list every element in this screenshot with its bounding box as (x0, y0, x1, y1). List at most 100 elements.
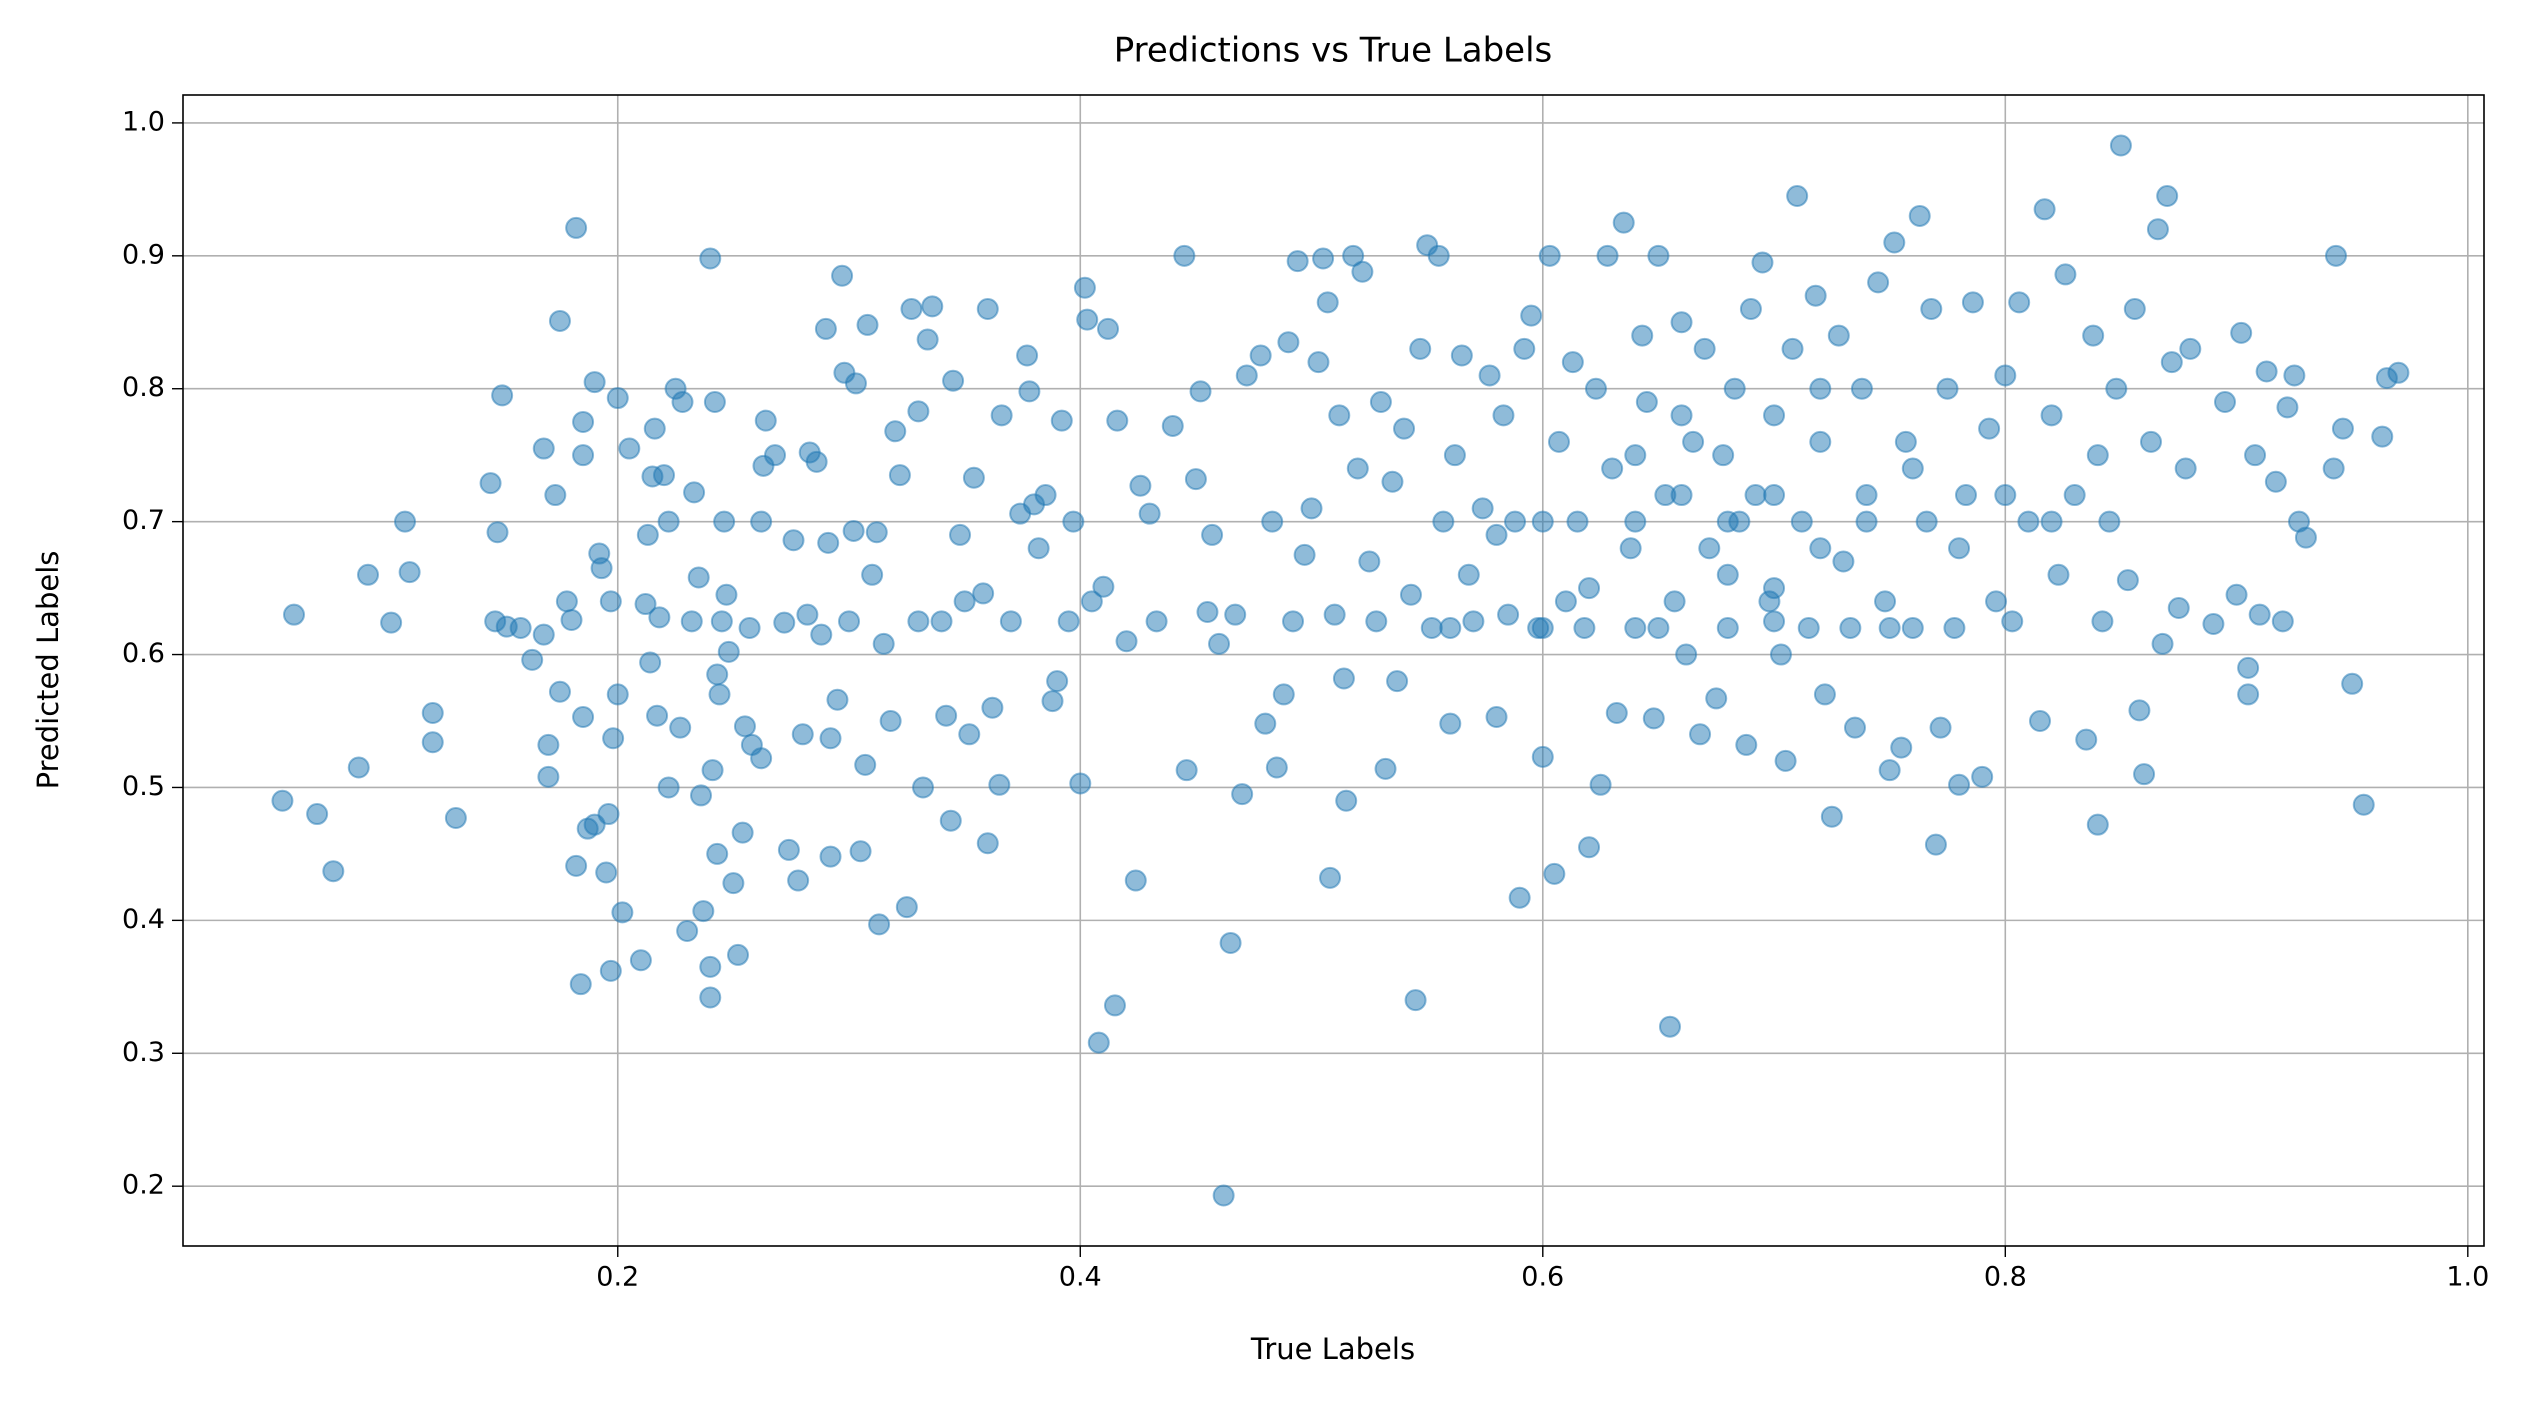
point (602, 727, 625, 750)
point (1080, 590, 1103, 613)
y-tick-label: 0.3 (122, 1037, 165, 1068)
point (1106, 409, 1129, 432)
point (1346, 457, 1369, 480)
point (703, 391, 726, 414)
point (2040, 404, 2063, 427)
point (1129, 474, 1152, 497)
point (2040, 510, 2063, 533)
point (958, 723, 981, 746)
point (2230, 321, 2253, 344)
point (1943, 616, 1966, 639)
point (1219, 931, 1242, 954)
point (738, 616, 761, 639)
point (572, 706, 595, 729)
y-tick-label: 0.8 (122, 372, 165, 403)
point (692, 900, 715, 923)
point (618, 437, 641, 460)
point (1647, 244, 1670, 267)
point (750, 747, 773, 770)
point (976, 832, 999, 855)
point (1751, 251, 1774, 274)
point (1034, 484, 1057, 507)
point (1601, 457, 1624, 480)
point (916, 328, 939, 351)
point (2139, 430, 2162, 453)
point (1485, 706, 1508, 729)
x-tick-label: 0.2 (596, 1262, 639, 1293)
point (1328, 404, 1351, 427)
point (1786, 185, 1809, 208)
point (1432, 510, 1455, 533)
point (2098, 510, 2121, 533)
point (1196, 601, 1219, 624)
point (2105, 377, 2128, 400)
point (2237, 683, 2260, 706)
point (583, 371, 606, 394)
point (988, 773, 1011, 796)
point (814, 317, 837, 340)
point (1705, 687, 1728, 710)
point (486, 521, 509, 544)
point (1790, 510, 1813, 533)
point (1319, 866, 1342, 889)
point (1769, 643, 1792, 666)
x-tick-label: 0.4 (1059, 1262, 1102, 1293)
point (1092, 575, 1115, 598)
point (1689, 723, 1712, 746)
point (2341, 672, 2364, 695)
point (421, 731, 444, 754)
point (1670, 404, 1693, 427)
point (634, 593, 657, 616)
point (1087, 1031, 1110, 1054)
y-axis-label: Predicted Labels (31, 551, 65, 790)
point (1282, 610, 1305, 633)
point (532, 623, 555, 646)
point (565, 216, 588, 239)
point (1924, 833, 1947, 856)
point (754, 409, 777, 432)
point (2237, 656, 2260, 679)
point (1809, 430, 1832, 453)
point (394, 510, 417, 533)
point (715, 583, 738, 606)
point (2202, 612, 2225, 635)
point (1547, 430, 1570, 453)
point (599, 590, 622, 613)
point (854, 753, 877, 776)
point (1478, 364, 1501, 387)
point (636, 523, 659, 546)
point (819, 845, 842, 868)
point (1508, 886, 1531, 909)
point (2033, 198, 2056, 221)
point (1978, 417, 2001, 440)
point (1878, 616, 1901, 639)
point (1513, 337, 1536, 360)
point (1293, 543, 1316, 566)
point (1018, 380, 1041, 403)
point (2225, 583, 2248, 606)
point (1739, 297, 1762, 320)
x-axis-label: True Labels (1250, 1332, 1415, 1366)
point (1427, 244, 1450, 267)
y-tick-label: 0.7 (122, 505, 165, 536)
point (676, 920, 699, 943)
point (2294, 526, 2317, 549)
point (306, 803, 329, 826)
point (976, 297, 999, 320)
point (1813, 683, 1836, 706)
point (555, 590, 578, 613)
point (572, 410, 595, 433)
point (2001, 610, 2024, 633)
chart-title: Predictions vs True Labels (1114, 31, 1553, 71)
point (706, 663, 729, 686)
point (2047, 563, 2070, 586)
point (699, 247, 722, 270)
point (713, 510, 736, 533)
point (2264, 470, 2287, 493)
point (611, 901, 634, 924)
point (683, 481, 706, 504)
point (1809, 537, 1832, 560)
y-tick-label: 0.5 (122, 771, 165, 802)
point (1596, 244, 1619, 267)
point (271, 789, 294, 812)
